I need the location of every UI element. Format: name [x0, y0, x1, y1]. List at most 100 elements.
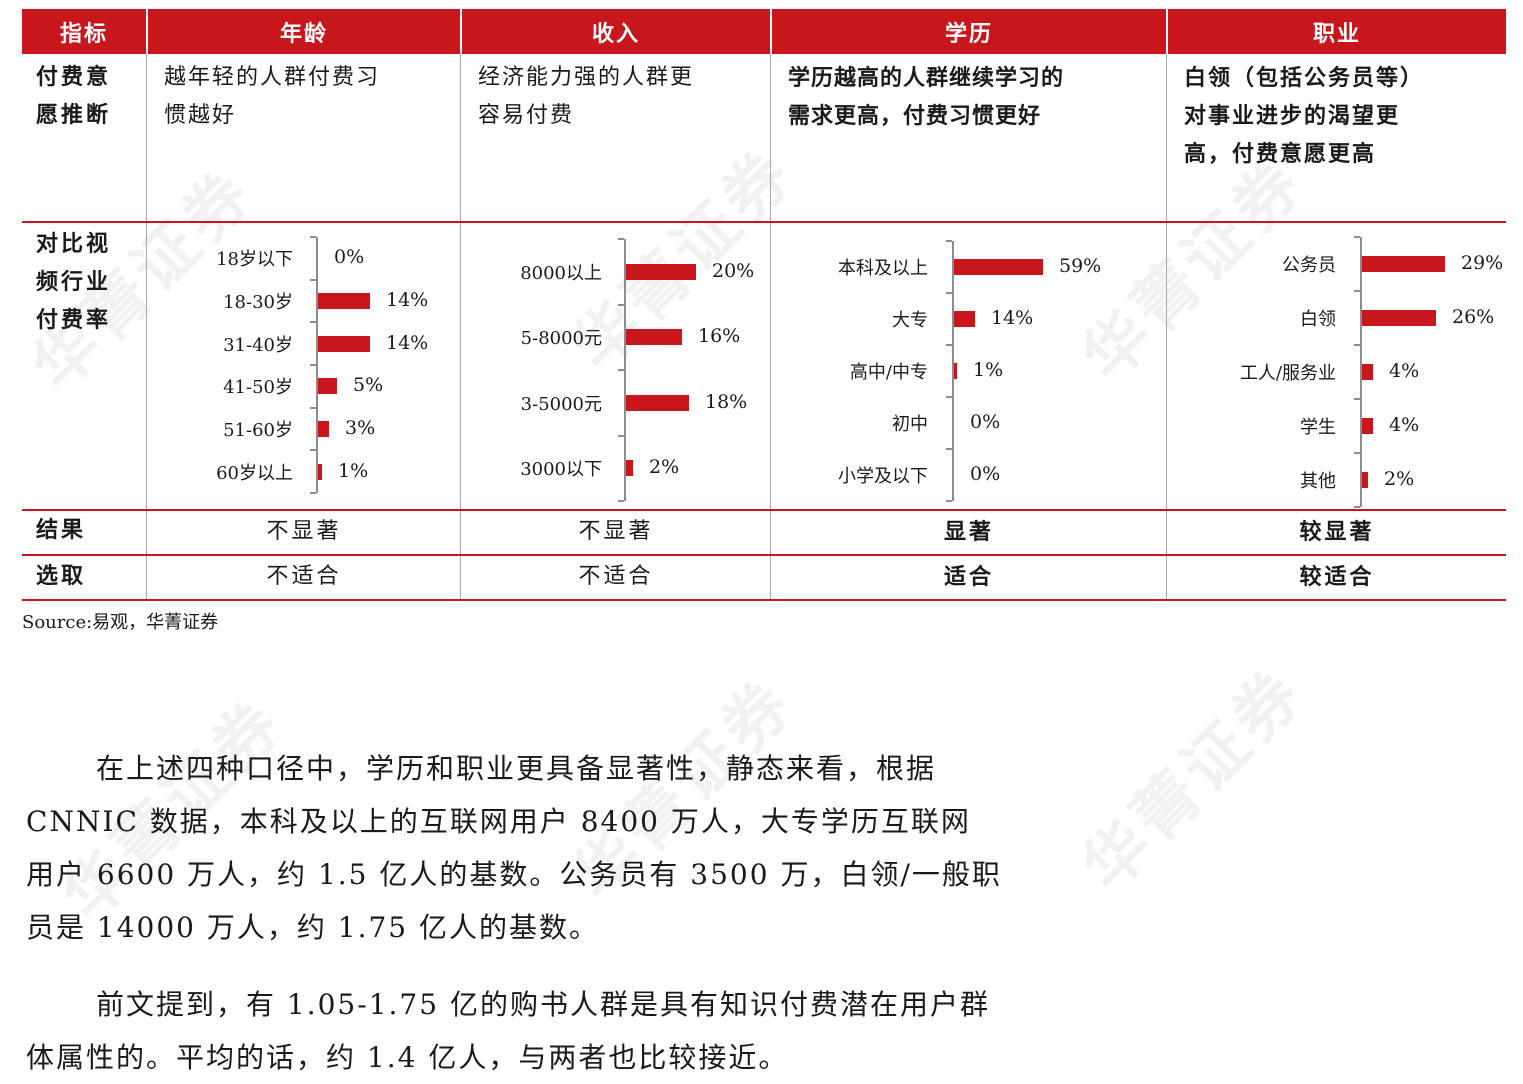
- category-label: 高中/中专: [849, 362, 928, 383]
- chart-axis: [952, 241, 954, 501]
- chart-bar: [954, 311, 975, 327]
- category-label: 白领: [1300, 309, 1336, 330]
- data-label: 3%: [345, 417, 376, 439]
- category-label: 5-8000元: [520, 328, 602, 350]
- chart-tick: [310, 278, 316, 281]
- category-label: 60岁以上: [216, 462, 293, 484]
- category-label: 8000以上: [520, 262, 602, 284]
- chart-tick: [1354, 290, 1360, 292]
- row-divider: [22, 509, 1506, 511]
- chart-education: 本科及以上 59% 大专 14% 高中/中专 1% 初中 0% 小学及以下 0%: [772, 223, 1166, 509]
- chart-bar: [318, 293, 370, 309]
- category-label: 其他: [1300, 471, 1336, 492]
- chart-tick: [946, 448, 952, 450]
- chart-tick: [310, 492, 316, 494]
- chart-bar: [626, 263, 696, 280]
- chart-bar: [626, 329, 682, 346]
- header-age: 年龄: [148, 9, 460, 54]
- row-divider: [22, 599, 1506, 601]
- inference-education: 学历越高的人群继续学习的 需求更高，付费习惯更好: [788, 65, 1065, 129]
- chart-tick: [946, 344, 952, 346]
- chart-axis: [316, 237, 318, 493]
- chart-bar: [954, 363, 957, 379]
- chart-tick: [946, 396, 952, 398]
- inference-age: 越年轻的人群付费习 惯越好: [164, 65, 381, 128]
- header-indicator: 指标: [22, 9, 146, 54]
- data-label: 29%: [1461, 252, 1504, 274]
- header-occupation: 职业: [1168, 9, 1506, 54]
- chart-tick: [618, 500, 624, 502]
- choice-education: 适合: [943, 564, 994, 590]
- data-label: 20%: [712, 259, 755, 282]
- chart-bar: [1362, 472, 1368, 488]
- chart-axis: [624, 239, 626, 501]
- chart-bar: [318, 463, 322, 480]
- chart-tick: [618, 369, 624, 371]
- data-label: 14%: [386, 289, 429, 311]
- chart-tick: [1354, 344, 1360, 346]
- category-label: 初中: [892, 414, 928, 435]
- data-label: 16%: [698, 325, 741, 348]
- data-label: 1%: [338, 459, 369, 482]
- chart-bar: [318, 335, 370, 352]
- category-label: 51-60岁: [223, 420, 293, 441]
- source-note: Source:易观，华菁证券: [22, 612, 219, 633]
- category-label: 3-5000元: [520, 393, 602, 415]
- category-label: 学生: [1300, 417, 1336, 438]
- data-label: 14%: [991, 307, 1034, 329]
- chart-bar: [1362, 256, 1445, 272]
- category-label: 大专: [892, 310, 928, 331]
- header-income: 收入: [462, 9, 770, 54]
- row-label-payment-rate: 对比视 频行业 付费率: [36, 232, 112, 333]
- chart-bar: [954, 259, 1043, 275]
- category-label: 小学及以下: [838, 466, 928, 487]
- header-education: 学历: [772, 9, 1166, 54]
- chart-tick: [310, 236, 316, 238]
- row-divider: [22, 554, 1506, 556]
- chart-tick: [310, 321, 316, 324]
- data-label: 0%: [970, 411, 1001, 433]
- category-label: 3000以下: [520, 459, 602, 481]
- chart-axis: [1360, 237, 1362, 507]
- data-label: 0%: [334, 246, 365, 269]
- chart-tick: [946, 292, 952, 294]
- category-label: 18岁以下: [216, 249, 293, 271]
- chart-income: 8000以上 20% 5-8000元 16% 3-5000元 18% 3000以下 2%: [462, 223, 770, 509]
- category-label: 18-30岁: [223, 292, 293, 313]
- chart-tick: [1354, 506, 1360, 508]
- column-divider: [770, 54, 771, 601]
- column-divider: [146, 54, 147, 601]
- data-label: 4%: [1389, 414, 1420, 436]
- choice-age: 不适合: [266, 564, 342, 589]
- chart-tick: [1354, 398, 1360, 400]
- data-label: 5%: [353, 374, 384, 397]
- chart-tick: [310, 449, 316, 452]
- column-divider: [460, 54, 461, 601]
- data-label: 0%: [970, 463, 1001, 485]
- choice-income: 不适合: [578, 564, 654, 589]
- data-label: 1%: [973, 359, 1004, 381]
- comparison-table: 指标 年龄 收入 学历 职业 付费意 愿推断 越年轻的人群付费习 惯越好 经济能…: [22, 9, 1506, 601]
- category-label: 工人/服务业: [1239, 363, 1336, 384]
- inference-occupation: 白领（包括公务员等） 对事业进步的渴望更 高，付费意愿更高: [1184, 65, 1425, 167]
- chart-tick: [946, 500, 952, 502]
- body-paragraph-1: 在上述四种口径中，学历和职业更具备显著性，静态来看，根据 CNNIC 数据，本科…: [26, 752, 1002, 944]
- data-label: 2%: [1384, 468, 1415, 490]
- result-education: 显著: [943, 519, 994, 545]
- chart-tick: [1354, 452, 1360, 454]
- row-label-inference: 付费意 愿推断: [36, 65, 112, 128]
- chart-tick: [618, 434, 624, 437]
- watermark: 华菁证券: [1069, 655, 1320, 906]
- chart-tick: [310, 406, 316, 409]
- category-label: 本科及以上: [838, 258, 928, 279]
- choice-occupation: 较适合: [1299, 564, 1375, 590]
- chart-bar: [626, 394, 689, 411]
- chart-bar: [318, 378, 337, 395]
- chart-tick: [310, 364, 316, 366]
- result-age: 不显著: [266, 519, 342, 544]
- chart-bar: [1362, 418, 1373, 434]
- row-divider: [22, 221, 1506, 223]
- data-label: 4%: [1389, 360, 1420, 382]
- chart-bar: [1362, 310, 1436, 326]
- chart-tick: [618, 238, 624, 240]
